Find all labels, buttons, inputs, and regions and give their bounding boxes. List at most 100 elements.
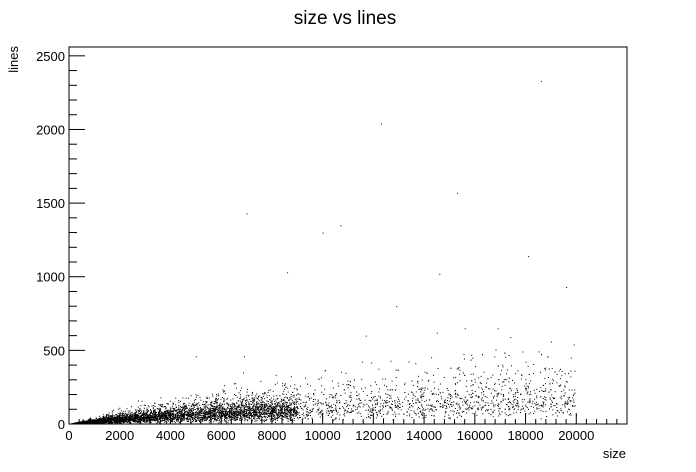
data-point	[192, 415, 194, 417]
data-point	[264, 392, 266, 394]
data-point	[145, 417, 147, 419]
data-point	[129, 415, 131, 417]
data-point	[266, 419, 267, 421]
data-point	[108, 420, 110, 422]
data-point	[364, 404, 366, 406]
data-point	[282, 406, 284, 408]
data-point	[132, 415, 134, 417]
data-point	[84, 422, 85, 424]
data-point	[394, 411, 396, 413]
data-point	[262, 405, 264, 407]
data-point	[506, 373, 507, 375]
data-point	[264, 407, 266, 409]
data-point	[209, 413, 211, 415]
data-point	[320, 377, 322, 379]
data-point	[261, 401, 263, 403]
data-point	[456, 416, 458, 418]
data-point	[257, 396, 259, 397]
data-point	[456, 368, 458, 370]
data-point	[276, 405, 278, 407]
data-point	[236, 410, 238, 412]
data-point	[148, 418, 150, 420]
data-point	[296, 408, 298, 410]
data-point	[141, 419, 143, 421]
data-point	[142, 419, 144, 421]
data-point	[120, 421, 122, 423]
data-point	[191, 411, 193, 413]
data-point	[286, 412, 288, 414]
data-point	[258, 400, 260, 402]
data-point	[182, 408, 184, 410]
data-point	[286, 406, 288, 408]
data-point	[83, 420, 85, 422]
data-point	[219, 402, 221, 404]
data-point	[126, 419, 128, 421]
data-point	[194, 413, 196, 415]
data-point	[216, 409, 218, 410]
data-point	[184, 412, 186, 414]
data-point	[95, 420, 97, 422]
chart-title: size vs lines	[294, 8, 396, 29]
data-point	[545, 388, 547, 390]
data-point	[209, 414, 211, 416]
data-point	[198, 416, 200, 418]
data-point	[327, 404, 329, 406]
data-point	[154, 409, 156, 410]
data-point	[117, 412, 119, 414]
data-point	[306, 411, 308, 413]
data-point	[194, 416, 196, 418]
data-point	[291, 417, 293, 419]
data-point	[254, 414, 256, 416]
data-point	[262, 419, 264, 421]
data-point	[248, 395, 249, 397]
data-point	[225, 413, 226, 415]
data-point	[164, 419, 166, 421]
data-point	[536, 407, 538, 409]
data-point	[241, 403, 243, 405]
data-point	[105, 420, 106, 421]
data-point	[120, 421, 122, 423]
data-point	[215, 413, 217, 415]
data-point	[242, 413, 244, 415]
data-point	[459, 408, 461, 410]
data-point	[122, 415, 124, 417]
data-point	[277, 402, 279, 404]
data-point	[417, 382, 419, 384]
data-point	[131, 416, 133, 418]
data-point	[117, 414, 119, 416]
data-point	[472, 373, 474, 375]
data-point	[109, 419, 111, 421]
data-point	[133, 416, 135, 418]
data-point	[242, 410, 244, 412]
data-point	[206, 397, 208, 399]
data-point	[191, 410, 193, 412]
data-point	[218, 414, 220, 416]
data-point	[254, 416, 256, 418]
data-point	[207, 418, 208, 420]
data-point	[119, 407, 121, 409]
data-point	[219, 405, 221, 407]
data-point	[255, 410, 257, 412]
data-point	[264, 393, 266, 395]
data-point	[542, 391, 544, 392]
data-point	[222, 416, 224, 417]
data-point	[421, 379, 423, 381]
data-point	[294, 412, 296, 414]
data-point	[289, 404, 291, 406]
data-point	[216, 419, 218, 421]
data-point	[114, 416, 116, 418]
data-point	[93, 419, 95, 421]
data-point	[290, 415, 292, 417]
data-point	[164, 419, 166, 421]
data-point	[168, 413, 170, 415]
data-point	[181, 420, 183, 422]
data-point	[253, 399, 255, 401]
data-point	[265, 406, 267, 408]
data-point	[189, 414, 191, 416]
data-point	[419, 411, 421, 413]
data-point	[205, 408, 207, 410]
data-point	[217, 398, 219, 400]
data-point	[182, 413, 184, 415]
data-point	[364, 387, 366, 389]
data-point	[253, 397, 255, 399]
